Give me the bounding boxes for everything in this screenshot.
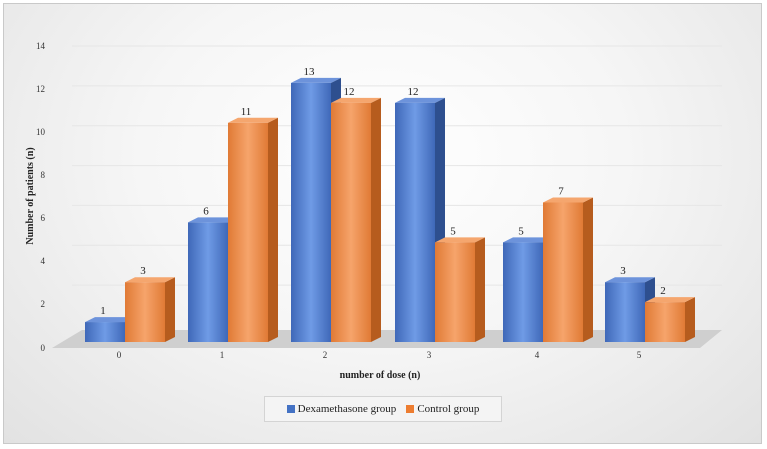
x-tick-label: 1: [220, 350, 225, 360]
bar-side: [268, 117, 278, 343]
data-label: 5: [518, 225, 524, 237]
bar-top: [605, 277, 655, 283]
bar: [503, 242, 543, 342]
bar-top: [228, 117, 278, 123]
data-label: 5: [450, 225, 456, 237]
x-axis-ticks: 0 1 2 3 4 5: [117, 350, 642, 360]
bar-side: [165, 277, 175, 342]
x-tick-label: 3: [427, 350, 432, 360]
bar: [645, 302, 685, 342]
data-label: 1: [100, 305, 106, 317]
bar: [395, 102, 435, 342]
y-axis-ticks: 0 2 4 6 8 10 12 14: [36, 41, 46, 353]
data-label: 6: [203, 205, 209, 217]
x-axis-title: number of dose (n): [340, 370, 421, 381]
bar: [228, 122, 268, 343]
y-tick-label: 12: [36, 84, 45, 94]
y-axis-title: Number of patients (n): [25, 147, 36, 244]
data-label: 2: [660, 285, 666, 297]
bar-top: [125, 277, 175, 283]
data-label: 7: [558, 186, 564, 198]
x-tick-label: 2: [323, 350, 328, 360]
y-tick-label: 0: [41, 343, 46, 353]
bar: [291, 82, 331, 342]
x-tick-label: 5: [637, 350, 642, 360]
bar-side: [371, 97, 381, 342]
bar: [331, 102, 371, 342]
y-tick-label: 8: [41, 170, 46, 180]
bar: [125, 282, 165, 342]
data-label: 12: [344, 86, 355, 98]
bar-top: [188, 217, 238, 223]
data-label: 3: [140, 265, 146, 277]
legend: Dexamethasone group Control group: [264, 396, 502, 422]
bar: [435, 242, 475, 342]
bar: [543, 202, 583, 342]
bar-top: [503, 237, 553, 243]
legend-label-dexamethasone: Dexamethasone group: [297, 403, 397, 415]
bar-side: [583, 197, 593, 342]
y-tick-label: 14: [36, 41, 46, 51]
bar: [605, 282, 645, 342]
x-tick-label: 4: [535, 350, 540, 360]
y-tick-label: 6: [41, 213, 46, 223]
bar-top: [435, 237, 485, 243]
bars: [85, 77, 695, 343]
legend-swatch-blue: [286, 405, 295, 413]
chart-frame: [3, 3, 762, 444]
bar-top: [395, 97, 445, 103]
legend-item-control: Control group: [406, 403, 479, 415]
bar-top: [645, 297, 695, 303]
y-tick-label: 10: [36, 127, 46, 137]
y-tick-label: 2: [41, 299, 46, 309]
data-label: 13: [304, 66, 316, 78]
bar-top: [331, 97, 381, 103]
x-tick-label: 0: [117, 350, 122, 360]
data-label: 11: [241, 106, 252, 118]
bar-side: [475, 237, 485, 342]
legend-item-dexamethasone: Dexamethasone group: [286, 403, 397, 415]
bar-side: [685, 297, 695, 342]
bar-top: [291, 77, 341, 83]
y-tick-label: 4: [41, 256, 46, 266]
data-label: 12: [408, 86, 419, 98]
legend-swatch-orange: [406, 405, 415, 413]
bar-top: [543, 197, 593, 203]
bar-top: [85, 317, 135, 323]
bar: [85, 322, 125, 342]
legend-label-control: Control group: [417, 403, 480, 415]
data-label: 3: [620, 265, 626, 277]
bar: [188, 222, 228, 342]
